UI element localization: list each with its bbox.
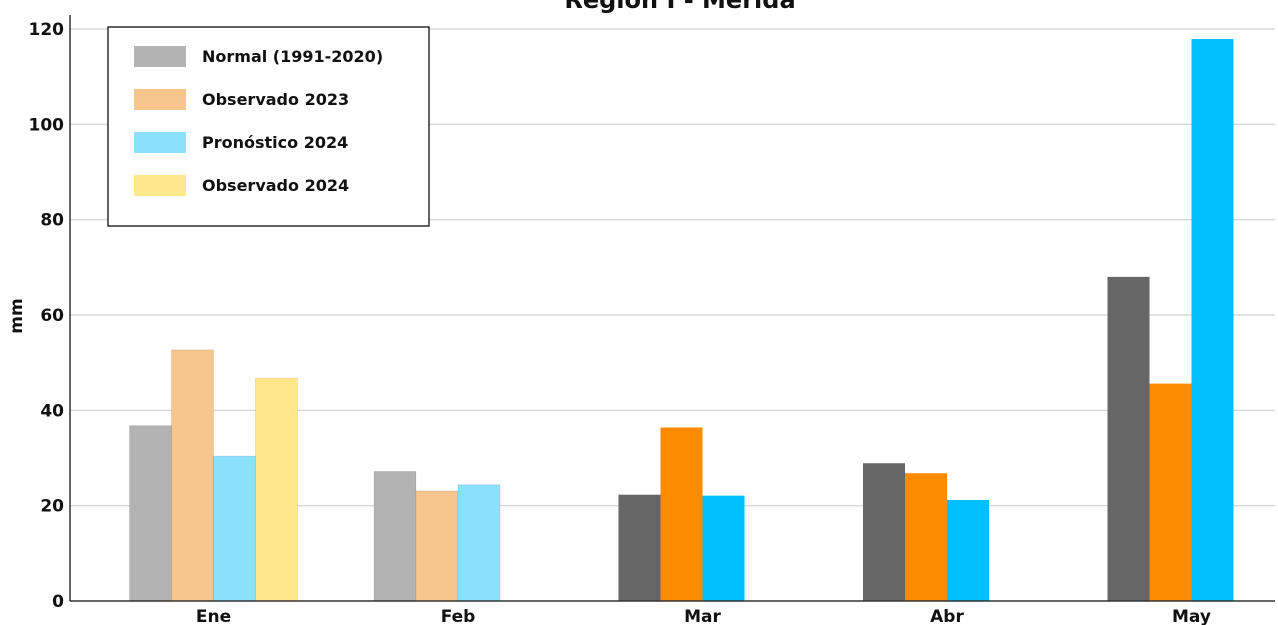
legend-label: Observado 2023 [202,90,349,109]
bar-abr-series-1 [863,463,905,601]
bar-ene-series-2 [171,349,214,602]
bar-ene-series-4 [255,377,298,602]
y-tick-label: 100 [29,115,65,135]
legend-swatch [134,89,186,110]
bar-feb-series-2 [415,490,459,602]
bar-ene-series-1 [129,425,172,602]
y-tick-label: 80 [40,211,64,231]
axes: 0 20 40 60 80 100 120 Ene Feb Mar Abr May [29,15,1275,625]
x-tick-label: Ene [196,607,231,625]
legend-label: Pronóstico 2024 [202,133,348,152]
legend: Normal (1991-2020) Observado 2023 Pronósti… [107,26,430,227]
y-tick-label: 0 [52,592,64,612]
x-tick-label: Feb [441,607,476,625]
bar-may-series-1 [1107,276,1150,601]
legend-swatch [134,132,186,153]
x-tick-label: Mar [684,607,721,625]
legend-swatch [134,46,186,67]
bar-abr-series-2 [905,473,947,601]
y-tick-label: 40 [40,401,64,421]
bar-mar-series-1 [618,494,661,601]
bar-feb-series-1 [373,470,417,602]
chart-title: Región I - Mérida [564,0,795,14]
bars-group [129,39,1234,602]
bar-abr-series-3 [947,499,989,601]
x-tick-label: May [1172,607,1211,625]
legend-swatch [134,175,186,196]
y-axis-label: mm [7,298,27,333]
legend-label: Observado 2024 [202,176,349,195]
bar-ene-series-3 [213,455,256,602]
bar-may-series-3 [1191,39,1234,601]
y-tick-label: 20 [40,497,64,517]
bar-may-series-2 [1149,383,1192,601]
x-tick-label: Abr [930,607,964,625]
bar-mar-series-3 [702,495,745,601]
bar-mar-series-2 [660,427,703,601]
y-tick-label: 120 [29,20,65,40]
legend-label: Normal (1991-2020) [202,47,383,66]
bar-feb-series-3 [457,484,501,602]
y-tick-label: 60 [40,306,64,326]
